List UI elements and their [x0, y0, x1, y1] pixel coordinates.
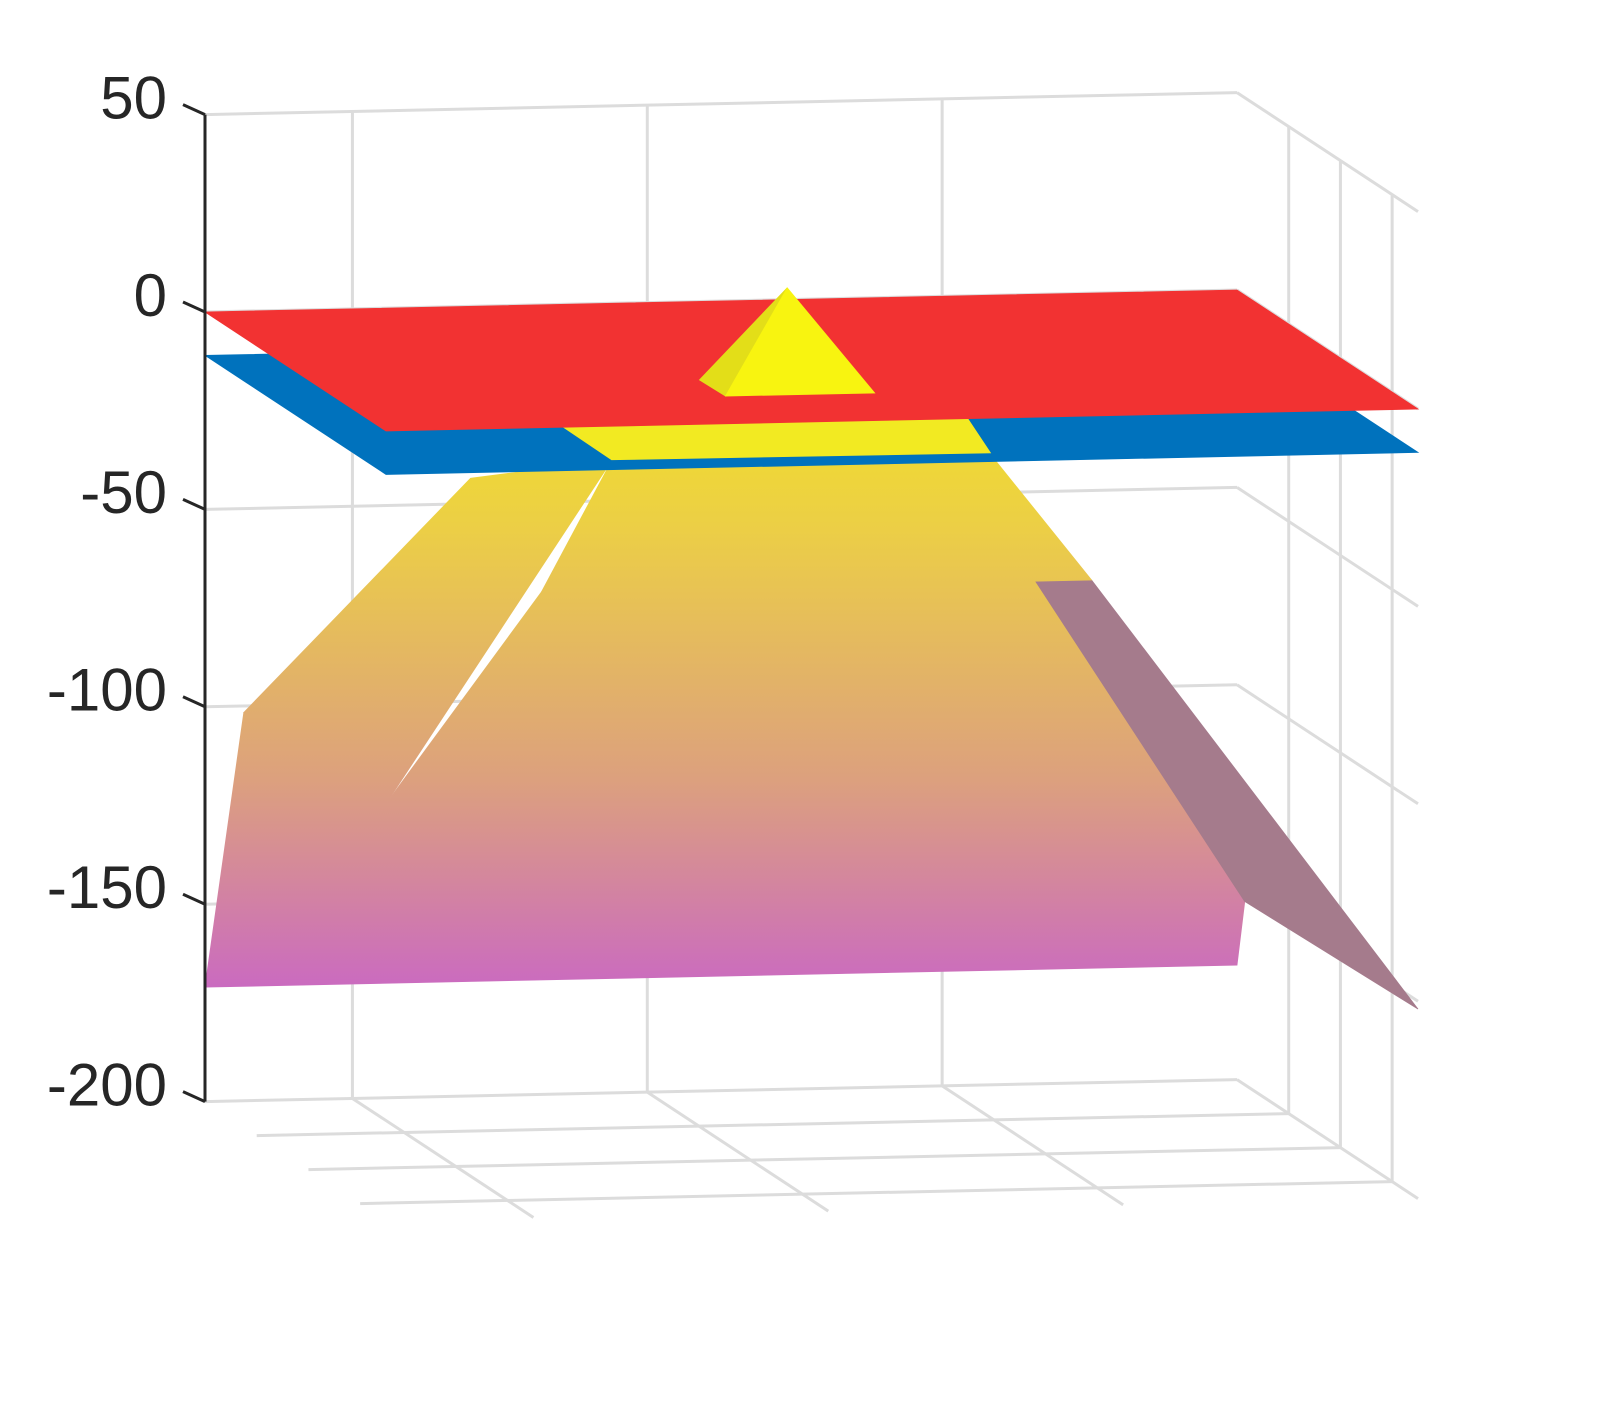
grid-line: [1236, 683, 1419, 806]
z-tick-mark: [182, 695, 206, 709]
grid-line: [1236, 486, 1419, 608]
z-tick-label: -100: [47, 657, 167, 724]
z-tick-label: 50: [100, 64, 167, 131]
z-tick-label: 0: [134, 262, 167, 329]
z-tick-label: -200: [47, 1051, 167, 1118]
grid-line: [646, 1090, 830, 1213]
z-tick-label: -50: [80, 459, 167, 526]
z-tick-mark: [182, 103, 206, 116]
z-tick-label: -150: [47, 854, 167, 921]
grid-line: [351, 1097, 535, 1219]
grid-line: [204, 91, 1238, 117]
grid-line: [360, 1180, 1393, 1206]
grid-line: [1236, 91, 1419, 213]
z-tick-mark: [182, 300, 206, 314]
z-tick-mark: [182, 892, 206, 906]
grid-line: [1236, 1078, 1419, 1200]
z-tick-mark: [182, 498, 206, 511]
surface-face: [724, 287, 876, 397]
grid-line: [308, 1146, 1341, 1172]
z-tick-mark: [182, 1090, 206, 1103]
grid-line: [256, 1112, 1289, 1138]
grid-line: [204, 1078, 1238, 1104]
surface-face: [540, 452, 1093, 593]
grid-line: [941, 1084, 1124, 1207]
